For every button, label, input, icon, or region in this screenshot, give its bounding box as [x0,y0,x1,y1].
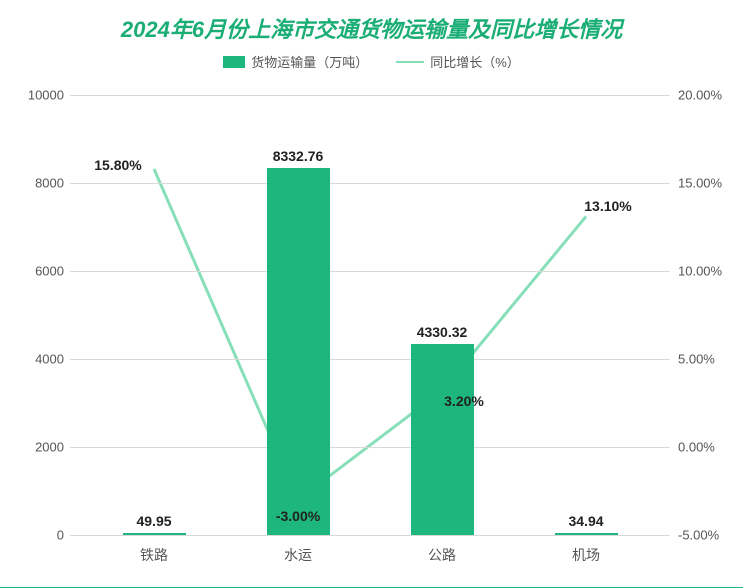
x-tick-label: 公路 [428,545,456,565]
x-tick-label: 水运 [284,545,312,565]
line-value-label: 13.10% [584,198,631,214]
chart-title: 2024年6月份上海市交通货物运输量及同比增长情况 [0,0,743,44]
y2-tick-label: 15.00% [678,176,722,191]
legend-swatch-line [396,61,424,63]
legend: 货物运输量（万吨） 同比增长（%） [0,52,743,71]
x-tick-label: 铁路 [140,545,168,565]
legend-label-bar: 货物运输量（万吨） [251,52,368,71]
gridline [70,183,670,184]
y1-tick-label: 2000 [14,440,64,455]
y1-tick-label: 6000 [14,264,64,279]
legend-item-bar: 货物运输量（万吨） [223,52,368,71]
bar-value-label: 34.94 [568,513,603,529]
bar [267,168,330,535]
bar-value-label: 8332.76 [273,148,324,164]
legend-item-line: 同比增长（%） [396,52,520,71]
line-value-label: -3.00% [276,508,320,524]
bar [411,344,474,535]
y2-tick-label: 0.00% [678,440,715,455]
legend-swatch-bar [223,56,245,68]
chart-container: 2024年6月份上海市交通货物运输量及同比增长情况 货物运输量（万吨） 同比增长… [0,0,743,588]
bar [555,533,618,535]
y2-tick-label: 10.00% [678,264,722,279]
gridline [70,535,670,536]
legend-label-line: 同比增长（%） [430,52,520,71]
plot-area: 49.95 8332.76 4330.32 34.94 15.80% -3.00% 3.20… [70,95,670,535]
y2-tick-label: -5.00% [678,528,719,543]
x-tick-label: 机场 [572,545,600,565]
bar-value-label: 4330.32 [417,324,468,340]
bar-value-label: 49.95 [136,513,171,529]
bar [123,533,186,535]
gridline [70,95,670,96]
line-series [70,95,670,535]
y1-tick-label: 8000 [14,176,64,191]
y1-tick-label: 0 [14,528,64,543]
line-value-label: 3.20% [444,393,484,409]
line-value-label: 15.80% [94,157,141,173]
y2-tick-label: 5.00% [678,352,715,367]
y1-tick-label: 4000 [14,352,64,367]
y2-tick-label: 20.00% [678,88,722,103]
gridline [70,271,670,272]
gridline [70,447,670,448]
y1-tick-label: 10000 [14,88,64,103]
gridline [70,359,670,360]
line-path [154,169,586,500]
